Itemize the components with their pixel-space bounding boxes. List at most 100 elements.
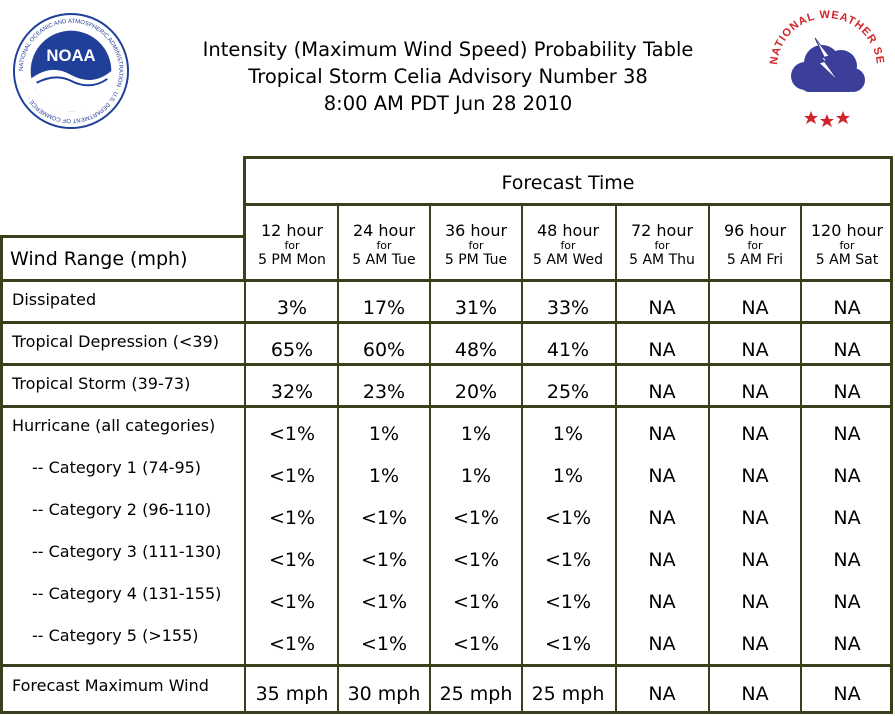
table-cell: 1% — [460, 465, 492, 487]
cloud-icon — [791, 45, 865, 92]
column-header-when: 5 AM Sat — [815, 252, 879, 268]
forecast-time-label: Forecast Time — [501, 172, 635, 194]
table-cell: 32% — [270, 381, 314, 403]
table-cell: NA — [741, 591, 769, 613]
row-label: -- Category 4 (131-155) — [32, 584, 222, 603]
row-divider — [0, 363, 893, 366]
table-cell: <1% — [452, 633, 500, 655]
column-header-when: 5 AM Wed — [533, 252, 603, 268]
column-divider — [615, 203, 617, 714]
table-cell: 1% — [552, 465, 584, 487]
column-header-hour: 72 hour — [630, 221, 694, 240]
nws-logo: NATIONAL WEATHER SERVICE — [767, 8, 885, 127]
table-cell: <1% — [268, 423, 316, 445]
table-cell: 25 mph — [531, 683, 605, 705]
table-cell: NA — [741, 507, 769, 529]
table-cell: <1% — [452, 591, 500, 613]
column-divider — [429, 203, 431, 714]
noaa-logo-text: NOAA — [46, 46, 95, 65]
table-cell: 1% — [552, 423, 584, 445]
title-line-3: 8:00 AM PDT Jun 28 2010 — [323, 92, 573, 115]
column-header-hour: 48 hour — [536, 221, 600, 240]
table-cell: 1% — [368, 465, 400, 487]
column-divider — [708, 203, 710, 714]
column-header: 24 hour for 5 AM Tue — [338, 221, 430, 268]
table-cell: <1% — [268, 633, 316, 655]
column-divider — [800, 203, 802, 714]
table-cell: 41% — [546, 339, 590, 361]
table-cell: NA — [833, 297, 861, 319]
table-cell: NA — [648, 591, 676, 613]
column-header-hour: 36 hour — [444, 221, 508, 240]
lightning-bolt-icon — [814, 37, 840, 83]
table-cell: NA — [648, 381, 676, 403]
row-label: Dissipated — [12, 290, 97, 309]
column-header-for: for — [654, 239, 670, 252]
row-divider — [0, 321, 893, 324]
table-cell: NA — [648, 507, 676, 529]
row-label: -- Category 2 (96-110) — [32, 500, 212, 519]
table-cell: <1% — [268, 465, 316, 487]
row-label: Tropical Depression (<39) — [12, 332, 219, 351]
table-cell: 25 mph — [439, 683, 513, 705]
column-header: 72 hour for 5 AM Thu — [616, 221, 708, 268]
column-header-for: for — [376, 239, 392, 252]
label-column-divider — [244, 279, 246, 714]
table-cell: NA — [741, 683, 769, 705]
column-header-for: for — [839, 239, 855, 252]
column-divider — [521, 203, 523, 714]
row-label: -- Category 5 (>155) — [32, 626, 199, 645]
row-divider — [0, 664, 893, 667]
row-divider — [0, 405, 893, 408]
column-header: 36 hour for 5 PM Tue — [430, 221, 522, 268]
table-cell: NA — [741, 633, 769, 655]
row-label: Hurricane (all categories) — [12, 416, 216, 435]
table-cell: 65% — [270, 339, 314, 361]
title-line-1: Intensity (Maximum Wind Speed) Probabili… — [202, 38, 694, 61]
table-cell: 1% — [460, 423, 492, 445]
table-cell: 48% — [454, 339, 498, 361]
column-header-for: for — [747, 239, 763, 252]
table-cell: 35 mph — [255, 683, 329, 705]
table-cell: <1% — [360, 507, 408, 529]
table-cell: <1% — [544, 507, 592, 529]
table-cell: <1% — [268, 549, 316, 571]
column-header-when: 5 AM Fri — [726, 252, 784, 268]
column-header-when: 5 AM Thu — [629, 252, 695, 268]
row-label: -- Category 3 (111-130) — [32, 542, 222, 561]
table-cell: 23% — [362, 381, 406, 403]
table-cell: NA — [833, 381, 861, 403]
table-cell: <1% — [360, 633, 408, 655]
table-cell: NA — [648, 297, 676, 319]
column-header-when: 5 PM Tue — [444, 252, 508, 268]
title-line-2: Tropical Storm Celia Advisory Number 38 — [248, 65, 648, 88]
data-table-box — [0, 279, 893, 714]
column-header-when: 5 AM Tue — [352, 252, 416, 268]
table-cell: NA — [833, 339, 861, 361]
table-cell: 17% — [362, 297, 406, 319]
table-cell: NA — [648, 549, 676, 571]
table-cell: 30 mph — [347, 683, 421, 705]
table-cell: <1% — [268, 507, 316, 529]
table-cell: 25% — [546, 381, 590, 403]
table-cell: <1% — [360, 591, 408, 613]
column-header-hour: 120 hour — [810, 221, 884, 240]
table-cell: NA — [648, 465, 676, 487]
column-header-for: for — [284, 239, 300, 252]
table-cell: NA — [833, 633, 861, 655]
column-header-hour: 12 hour — [260, 221, 324, 240]
table-cell: <1% — [452, 549, 500, 571]
table-cell: NA — [648, 339, 676, 361]
page-title: Intensity (Maximum Wind Speed) Probabili… — [148, 36, 748, 117]
table-cell: NA — [648, 683, 676, 705]
table-cell: 31% — [454, 297, 498, 319]
table-cell: NA — [741, 549, 769, 571]
table-cell: <1% — [544, 633, 592, 655]
table-cell: NA — [741, 339, 769, 361]
table-cell: NA — [833, 423, 861, 445]
column-header-hour: 24 hour — [352, 221, 416, 240]
column-header-for: for — [468, 239, 484, 252]
table-cell: 3% — [276, 297, 308, 319]
column-header: 96 hour for 5 AM Fri — [709, 221, 801, 268]
column-divider — [337, 203, 339, 714]
